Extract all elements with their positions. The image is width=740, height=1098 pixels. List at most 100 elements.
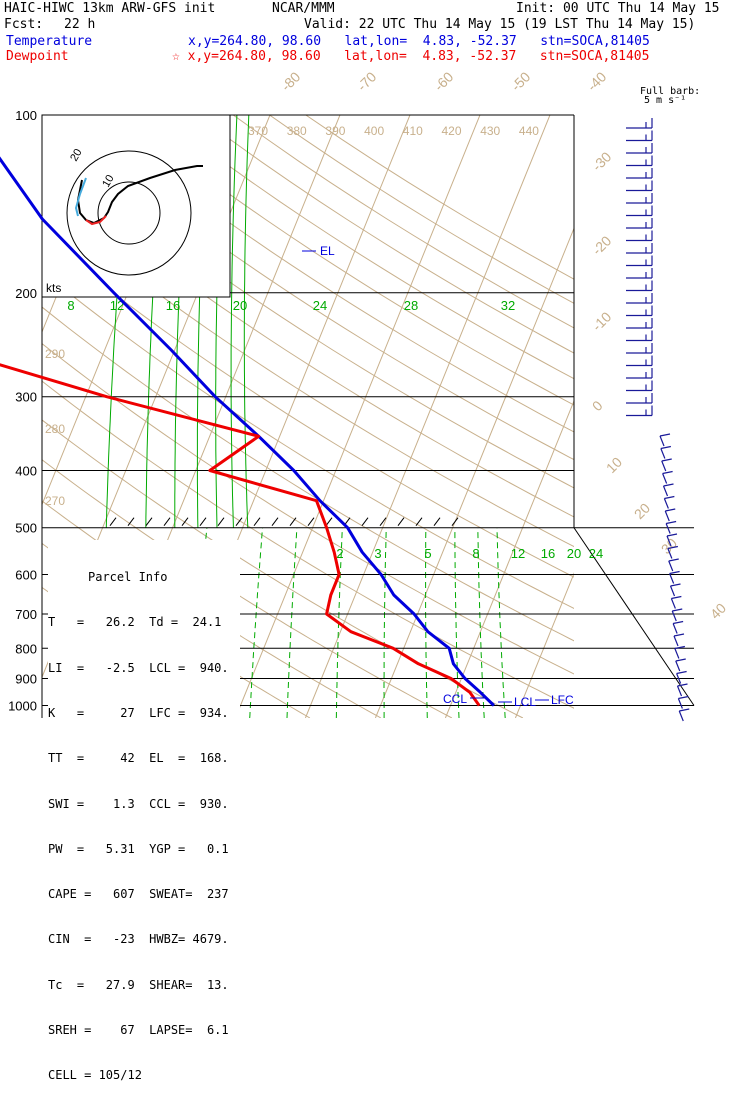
barb-key-line2: 5 m s⁻¹ — [644, 96, 686, 106]
parcel-row: LI = -2.5 LCL = 940. — [48, 661, 240, 676]
hatch-mark — [308, 518, 314, 526]
parcel-info-title: Parcel Info — [48, 570, 240, 585]
mixing-ratio-tick-label: 16 — [166, 298, 180, 313]
wind-barb-feather — [672, 609, 682, 611]
wind-barb-feather — [671, 584, 681, 586]
mixing-ratio-tick-label: 20 — [233, 298, 247, 313]
wind-barbs — [626, 118, 689, 721]
temperature-tick-label: -30 — [589, 148, 615, 174]
wind-barb — [669, 561, 673, 571]
wind-barb — [664, 499, 668, 509]
dry-adiabat — [233, 115, 740, 718]
dewpoint-legend: Dewpoint — [6, 50, 69, 64]
theta-tick-label: 440 — [519, 124, 539, 138]
wind-barb — [665, 511, 669, 521]
parcel-row: SWI = 1.3 CCL = 930. — [48, 797, 240, 812]
mixing-ratio-line — [497, 528, 505, 718]
ccl-marker-label: CCL — [443, 692, 467, 706]
wind-barb-feather — [661, 447, 671, 449]
mixing-ratio-line — [287, 528, 297, 718]
theta-tick-label: 410 — [403, 124, 423, 138]
mixing-ratio-tick-label: 8 — [67, 298, 74, 313]
wind-barb-feather — [664, 497, 674, 499]
hatch-mark — [452, 518, 458, 526]
temperature-tick-label: -60 — [431, 68, 457, 94]
mixing-ratio-tick-label: 12 — [511, 546, 525, 561]
wind-barb — [661, 449, 665, 459]
temperature-tick-label: 30 — [658, 535, 680, 557]
theta-tick-label: 380 — [287, 124, 307, 138]
hatch-mark — [416, 518, 422, 526]
temperature-tick-label: 20 — [631, 500, 653, 522]
wind-barb-feather — [678, 684, 688, 686]
model-title: HAIC-HIWC 13km ARW-GFS init — [4, 2, 215, 16]
theta-tick-label: 280 — [45, 422, 65, 436]
temperature-station-info: x,y=264.80, 98.60 lat,lon= 4.83, -52.37 … — [188, 35, 650, 49]
wind-barb-feather — [660, 434, 670, 436]
theta-tick-label: 400 — [364, 124, 384, 138]
mixing-ratio-tick-label: 3 — [374, 546, 381, 561]
mixing-ratio-tick-label: 2 — [336, 546, 343, 561]
parcel-row: T = 26.2 Td = 24.1 — [48, 615, 240, 630]
parcel-row: K = 27 LFC = 934. — [48, 706, 240, 721]
mixing-ratio-line — [384, 528, 386, 718]
wind-barb — [672, 611, 676, 621]
dry-adiabat — [270, 115, 740, 718]
temperature-tick-label: 10 — [603, 454, 625, 476]
temperature-legend: Temperature — [6, 35, 92, 49]
wind-barb — [671, 586, 675, 596]
lfc-marker-label: LFC — [551, 693, 574, 707]
valid-time: Valid: 22 UTC Thu 14 May 15 (19 LST Thu … — [304, 18, 695, 32]
hatch-mark — [110, 518, 116, 526]
wind-barb-feather — [676, 659, 686, 661]
wind-barb — [663, 474, 667, 484]
theta-tick-label: 290 — [45, 347, 65, 361]
wind-barb — [662, 461, 666, 471]
hodograph-box — [42, 115, 230, 297]
wind-barb-feather — [671, 597, 681, 599]
pressure-tick-label: 800 — [15, 641, 37, 656]
temperature-tick-label: -20 — [589, 232, 615, 258]
wind-barb-feather — [663, 472, 673, 474]
wind-barb-feather — [673, 622, 683, 624]
theta-tick-label: 430 — [480, 124, 500, 138]
wind-barb-feather — [679, 709, 689, 711]
dewpoint-station-info: ☆ x,y=264.80, 98.60 lat,lon= 4.83, -52.3… — [172, 50, 649, 64]
hatch-mark — [398, 518, 404, 526]
theta-tick-label: 420 — [442, 124, 462, 138]
hatch-mark — [146, 518, 152, 526]
pressure-tick-label: 900 — [15, 671, 37, 686]
mixing-ratio-tick-label: 16 — [541, 546, 555, 561]
pressure-tick-label: 500 — [15, 521, 37, 536]
isotherm-line — [585, 115, 740, 718]
temperature-tick-label: -10 — [589, 308, 615, 334]
pressure-tick-label: 300 — [15, 390, 37, 405]
wind-barb — [671, 599, 675, 609]
wind-barb-feather — [662, 459, 672, 461]
wind-barb — [670, 574, 674, 584]
org-label: NCAR/MMM — [272, 2, 335, 16]
parcel-row: CAPE = 607 SWEAT= 237 — [48, 887, 240, 902]
wind-barb — [676, 661, 680, 671]
mixing-ratio-tick-label: 28 — [404, 298, 418, 313]
mixing-ratio-tick-label: 24 — [313, 298, 327, 313]
parcel-row: PW = 5.31 YGP = 0.1 — [48, 842, 240, 857]
forecast-hour: 22 h — [64, 18, 95, 32]
parcel-row: TT = 42 EL = 168. — [48, 751, 240, 766]
wind-barb-feather — [666, 522, 676, 524]
wind-barb — [660, 436, 664, 446]
parcel-row: CELL = 105/12 — [48, 1068, 240, 1083]
theta-tick-label: 370 — [248, 124, 268, 138]
init-time: Init: 00 UTC Thu 14 May 15 — [516, 2, 720, 16]
wind-barb-feather — [665, 509, 675, 511]
mixing-ratio-tick-label: 24 — [589, 546, 603, 561]
el-marker-label: EL — [320, 244, 335, 258]
hatch-mark — [164, 518, 170, 526]
lcl-marker-label: LCL — [514, 695, 536, 709]
parcel-row: SREH = 67 LAPSE= 6.1 — [48, 1023, 240, 1038]
temperature-tick-label: 0 — [589, 397, 606, 414]
parcel-info-table: Parcel Info T = 26.2 Td = 24.1 LI = -2.5… — [48, 540, 240, 736]
hatch-mark — [218, 518, 224, 526]
pressure-tick-label: 200 — [15, 286, 37, 301]
